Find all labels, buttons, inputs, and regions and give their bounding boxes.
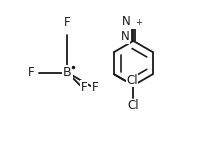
- Text: N: N: [120, 30, 129, 43]
- Text: B: B: [63, 66, 71, 79]
- Text: F: F: [64, 16, 70, 29]
- Text: +: +: [134, 18, 141, 27]
- Text: F: F: [92, 81, 98, 94]
- Text: Cl: Cl: [127, 99, 139, 112]
- Text: F: F: [80, 81, 87, 94]
- Text: Cl: Cl: [125, 74, 137, 87]
- Text: F: F: [28, 66, 34, 79]
- Text: N: N: [121, 15, 130, 28]
